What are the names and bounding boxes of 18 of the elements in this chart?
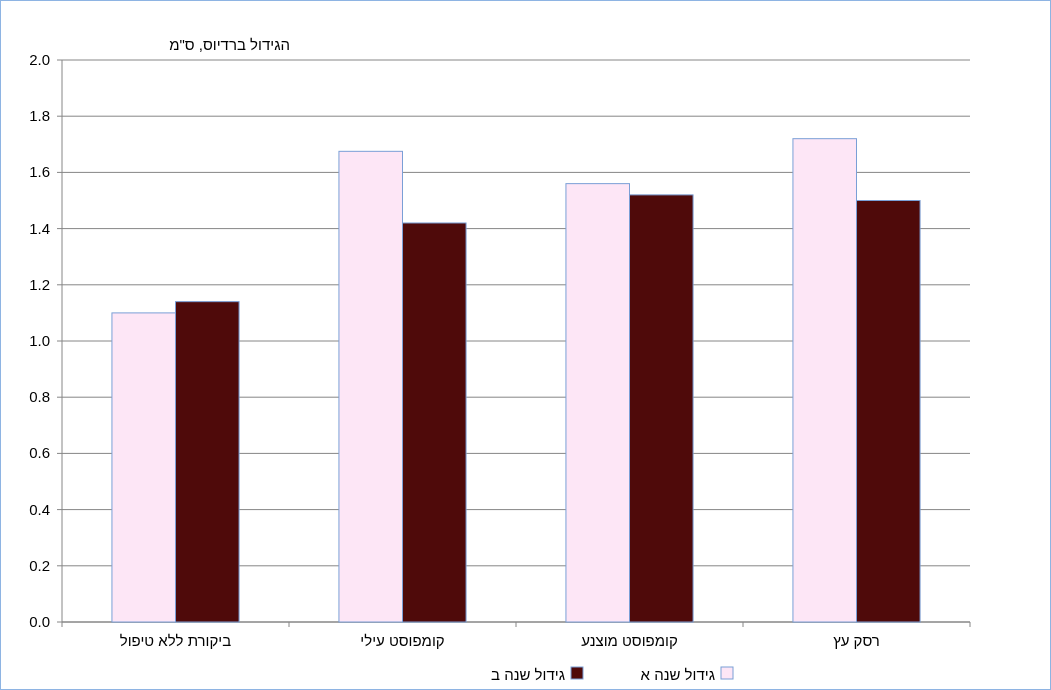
y-axis-title: הגידול ברדיוס, ס"מ — [169, 36, 290, 53]
y-tick-label: 1.8 — [29, 107, 50, 125]
y-tick-label: 0.0 — [29, 613, 50, 630]
x-tick-label: ביקורת ללא טיפול — [119, 632, 232, 649]
y-tick-label: 1.4 — [29, 219, 50, 237]
legend-label: גידול שנה ב — [491, 666, 565, 683]
x-tick-label: רסק עץ — [833, 632, 880, 649]
y-tick-label: 1.0 — [29, 332, 50, 349]
x-tick-label: קומפוסט עילי — [360, 632, 445, 649]
y-tick-label: 0.4 — [29, 500, 50, 518]
y-tick-label: 2.0 — [29, 51, 50, 68]
y-tick-label: 1.2 — [29, 275, 50, 293]
y-tick-label: 0.6 — [29, 444, 50, 462]
y-tick-label: 0.8 — [29, 388, 50, 406]
x-tick-label: קומפוסט מוצנע — [581, 632, 678, 649]
y-tick-label: 1.6 — [29, 163, 50, 181]
y-tick-label: 0.2 — [29, 556, 50, 574]
legend-label: גידול שנה א — [640, 666, 715, 683]
